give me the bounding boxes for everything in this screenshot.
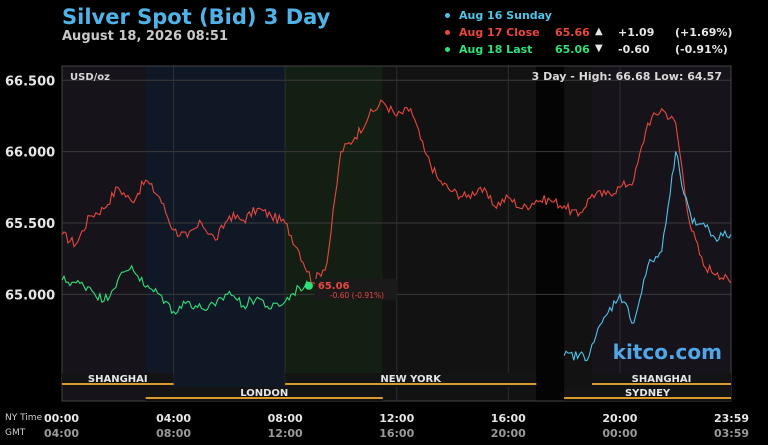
session-bar bbox=[592, 373, 731, 387]
x-tick-label-ny: 23:59 bbox=[714, 412, 749, 425]
legend-change: -0.60 bbox=[618, 43, 650, 56]
session-band bbox=[62, 66, 146, 401]
x-tick-label-ny: 16:00 bbox=[491, 412, 526, 425]
legend-entry-last: Aug 18 Last 65.06 ▼ -0.60 (-0.91%) bbox=[440, 43, 730, 60]
legend-value: 65.06 bbox=[555, 43, 590, 56]
y-tick-label: 65.000 bbox=[5, 288, 55, 303]
session-bar bbox=[564, 387, 731, 401]
x-tick-label-gmt: 00:00 bbox=[602, 427, 637, 440]
session-label: SHANGHAI bbox=[632, 374, 692, 385]
axis-row-label: GMT bbox=[5, 428, 26, 438]
legend-percent: (+1.69%) bbox=[675, 26, 733, 39]
series-line-aug-16-sunday bbox=[563, 151, 732, 362]
x-tick-label-ny: 04:00 bbox=[156, 412, 191, 425]
session-band bbox=[145, 66, 286, 401]
x-tick-label-ny: 08:00 bbox=[268, 412, 303, 425]
legend-dot-icon bbox=[445, 13, 450, 18]
chart-timestamp: August 18, 2026 08:51 bbox=[62, 29, 228, 44]
last-price-value: 65.06 bbox=[318, 281, 350, 292]
session-label: LONDON bbox=[240, 388, 288, 399]
x-tick-label-gmt: 03:59 bbox=[714, 427, 749, 440]
x-tick-label-gmt: 16:00 bbox=[379, 427, 414, 440]
session-label: NEW YORK bbox=[380, 374, 442, 385]
high-low-summary: 3 Day - High: 66.68 Low: 64.57 bbox=[532, 70, 722, 83]
session-bar bbox=[145, 387, 383, 401]
x-tick-label-gmt: 20:00 bbox=[491, 427, 526, 440]
axis-row-label: NY Time bbox=[5, 413, 43, 423]
legend-entry-close: Aug 17 Close 65.66 ▲ +1.09 (+1.69%) bbox=[440, 26, 733, 43]
x-tick-label-gmt: 08:00 bbox=[156, 427, 191, 440]
x-tick-label-ny: 00:00 bbox=[44, 412, 79, 425]
legend-entry-sunday: Aug 16 Sunday bbox=[440, 9, 730, 26]
legend-value: 65.66 bbox=[555, 26, 590, 39]
legend-label: Aug 17 Close bbox=[459, 26, 540, 39]
x-tick-label-gmt: 12:00 bbox=[268, 427, 303, 440]
session-band bbox=[382, 66, 537, 401]
last-price-change: -0.60 (-0.91%) bbox=[330, 291, 384, 300]
y-tick-label: 66.000 bbox=[5, 146, 55, 161]
legend-label: Aug 18 Last bbox=[459, 43, 533, 56]
kitco-watermark: kitco.com bbox=[613, 340, 722, 364]
legend-change: +1.09 bbox=[618, 26, 655, 39]
legend-label: Aug 16 Sunday bbox=[459, 9, 552, 22]
session-label: SHANGHAI bbox=[88, 374, 148, 385]
up-arrow-icon: ▲ bbox=[595, 26, 603, 37]
unit-label: USD/oz bbox=[70, 72, 110, 83]
legend: Aug 16 Sunday Aug 17 Close 65.66 ▲ +1.09… bbox=[440, 9, 733, 60]
x-tick-label-ny: 12:00 bbox=[379, 412, 414, 425]
legend-dot-icon bbox=[445, 47, 450, 52]
legend-percent: (-0.91%) bbox=[675, 43, 728, 56]
series-line-aug-17-close bbox=[61, 99, 732, 285]
x-tick-label-gmt: 04:00 bbox=[44, 427, 79, 440]
session-band bbox=[536, 66, 565, 401]
session-bar bbox=[62, 373, 174, 387]
last-price-box bbox=[314, 278, 397, 300]
session-band bbox=[564, 66, 593, 401]
y-tick-label: 65.500 bbox=[5, 217, 55, 232]
series-line-aug-18-last bbox=[61, 264, 310, 315]
session-band bbox=[592, 66, 731, 401]
session-band bbox=[285, 66, 383, 401]
legend-dot-icon bbox=[445, 30, 450, 35]
plot-border bbox=[61, 65, 732, 402]
session-bar bbox=[285, 373, 537, 387]
x-tick-label-ny: 20:00 bbox=[602, 412, 637, 425]
last-price-marker bbox=[304, 281, 313, 290]
down-arrow-icon: ▼ bbox=[595, 43, 603, 54]
session-label: SYDNEY bbox=[625, 388, 671, 399]
y-tick-label: 66.500 bbox=[5, 74, 55, 89]
chart-title: Silver Spot (Bid) 3 Day bbox=[62, 5, 331, 29]
